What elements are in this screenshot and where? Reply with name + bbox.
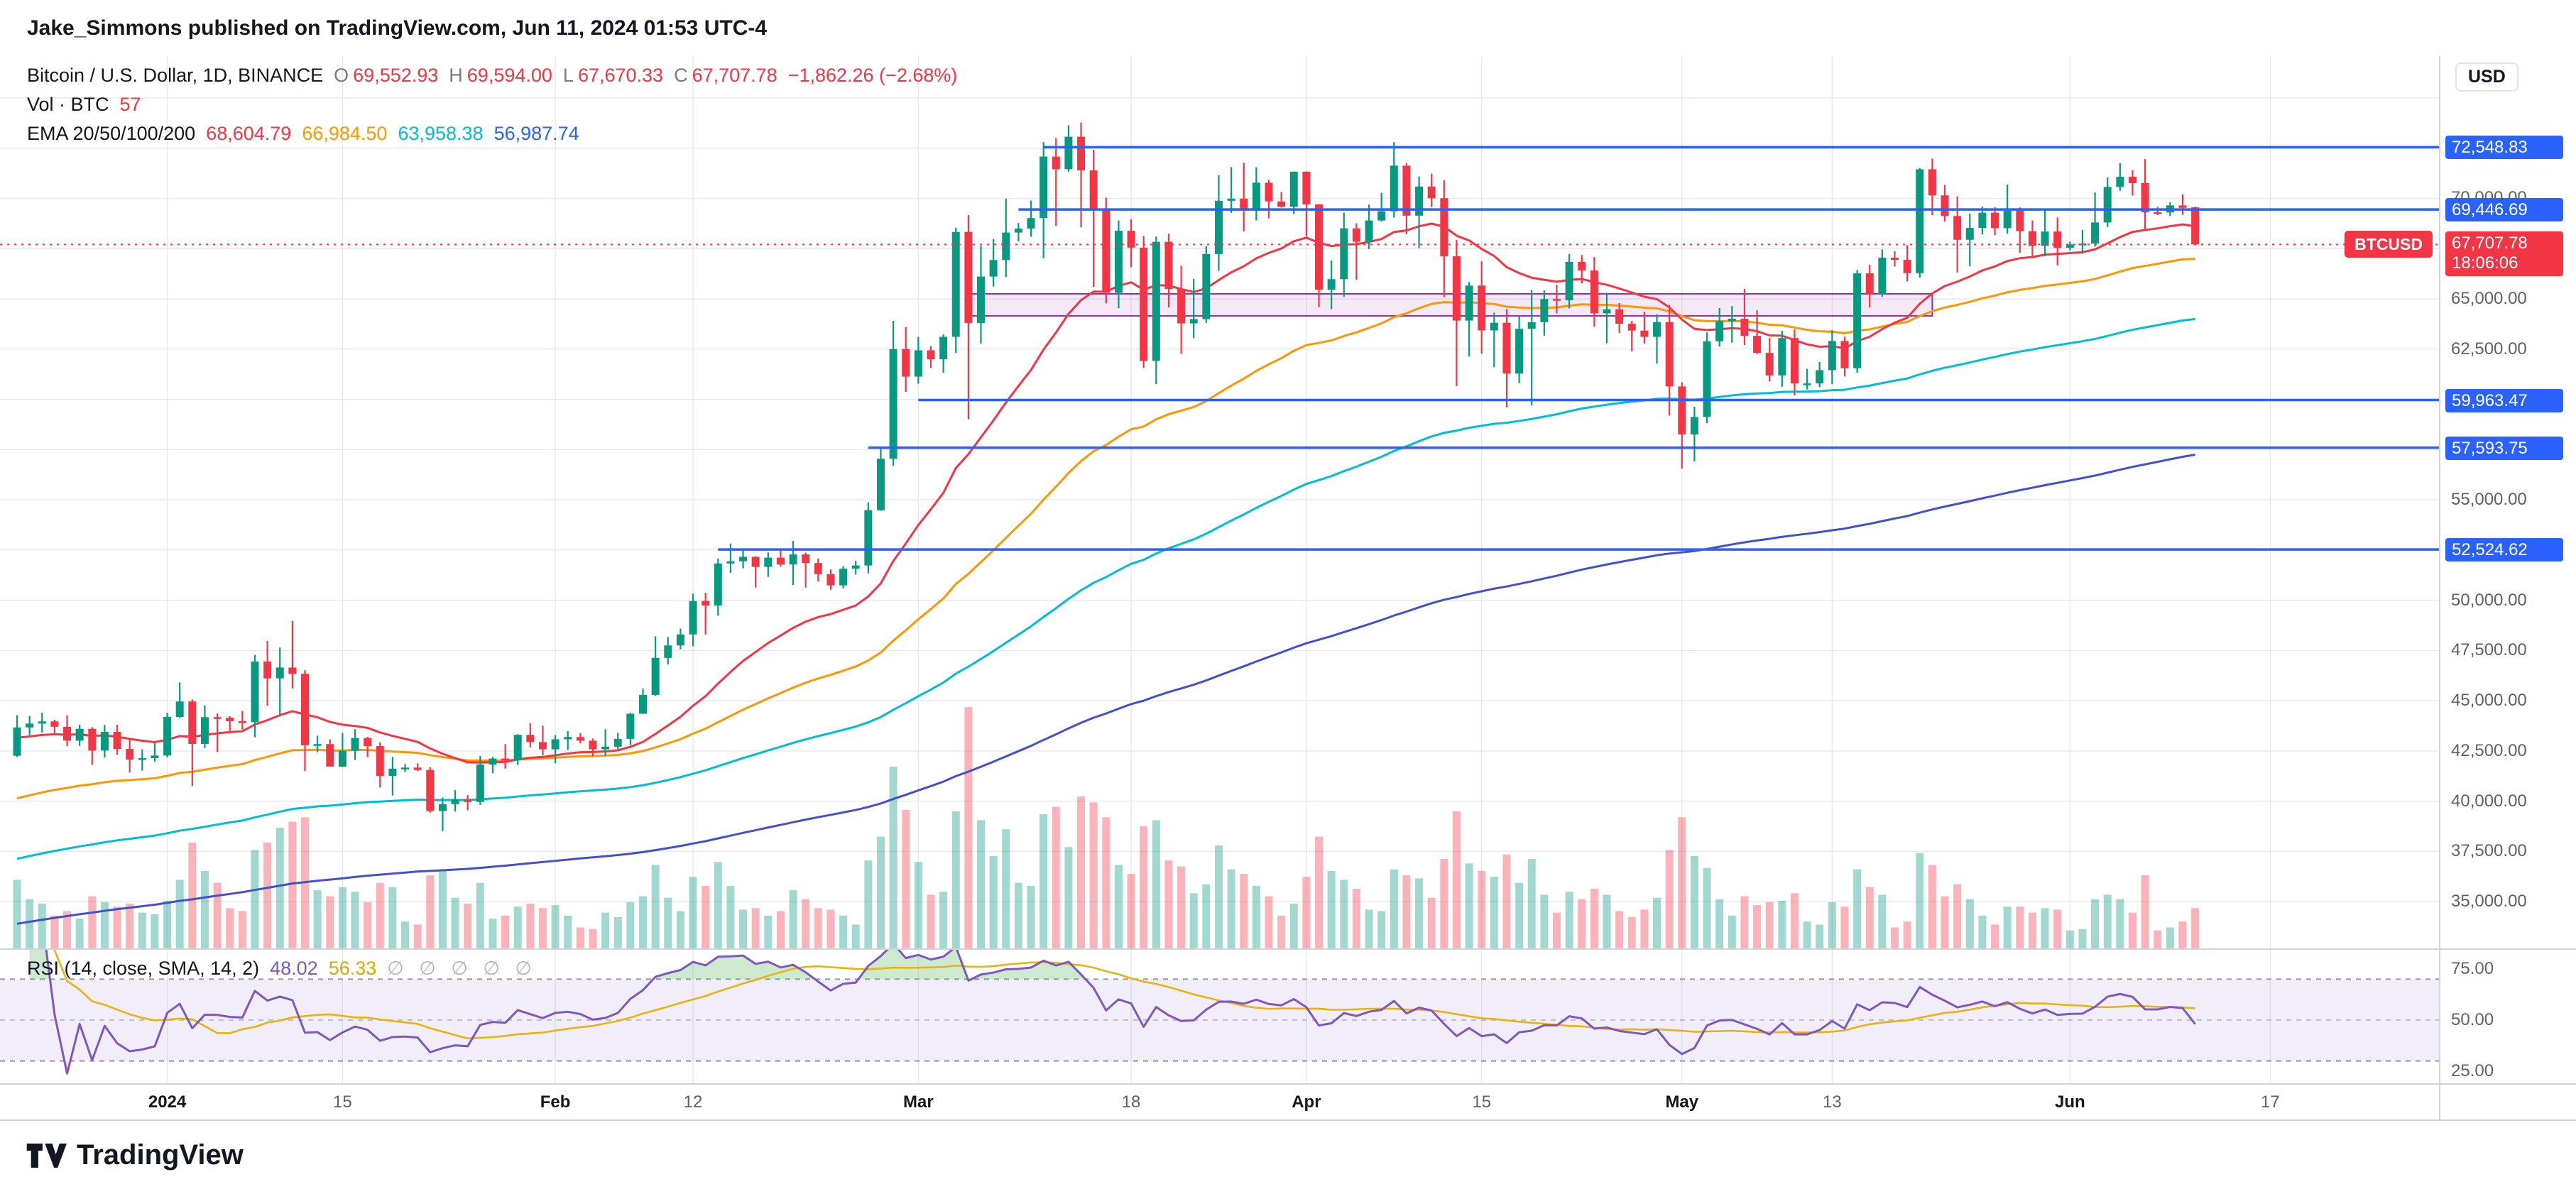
symbol-price-tag: BTCUSD	[2345, 231, 2433, 258]
time-tick-label: Apr	[1292, 1092, 1321, 1112]
rsi-legend-row[interactable]: RSI (14, close, SMA, 14, 2) 48.02 56.33 …	[27, 954, 532, 983]
close-value: 67,707.78	[692, 65, 777, 86]
time-tick-label: 15	[1472, 1092, 1492, 1112]
time-tick-label: Feb	[540, 1092, 571, 1112]
price-label: 50,000.00	[2451, 590, 2527, 610]
time-tick-label: 2024	[148, 1092, 187, 1112]
price-label: 65,000.00	[2451, 289, 2527, 308]
ohlc-high: H 69,594.00	[449, 65, 552, 87]
ray-price-label: 69,446.69	[2445, 198, 2563, 222]
low-label: L	[562, 65, 574, 86]
low-value: 67,670.33	[577, 65, 664, 86]
ema-legend-row[interactable]: EMA 20/50/100/200 68,604.79 66,984.50 63…	[27, 119, 957, 148]
ray-price-label: 59,963.47	[2445, 388, 2563, 412]
time-tick-label: 12	[683, 1092, 703, 1112]
ema-label: EMA 20/50/100/200	[27, 123, 196, 144]
rsi-empty-values: ∅ ∅ ∅ ∅ ∅	[387, 958, 532, 979]
open-value: 69,552.93	[353, 65, 439, 86]
tradingview-wordmark: TradingView	[77, 1139, 244, 1171]
tradingview-mark-icon	[26, 1143, 67, 1168]
price-label: 62,500.00	[2451, 339, 2527, 358]
time-tick-label: 17	[2261, 1092, 2280, 1112]
price-label: 45,000.00	[2451, 691, 2527, 711]
volume-label: Vol · BTC	[27, 94, 109, 115]
price-label: 55,000.00	[2451, 490, 2527, 510]
time-tick-label: Mar	[903, 1092, 934, 1112]
price-label: 35,000.00	[2451, 892, 2527, 911]
price-label: 40,000.00	[2451, 791, 2527, 811]
price-label: 47,500.00	[2451, 640, 2527, 660]
rsi-value: 48.02	[270, 958, 318, 979]
rsi-legend: RSI (14, close, SMA, 14, 2) 48.02 56.33 …	[27, 954, 532, 983]
last-price-label: 67,707.78 18:06:06	[2445, 231, 2563, 277]
ohlc-close: C 67,707.78	[674, 65, 777, 87]
volume-legend-row[interactable]: Vol · BTC 57	[27, 90, 957, 119]
time-tick-label: May	[1665, 1092, 1699, 1112]
time-tick-label: 15	[333, 1092, 352, 1112]
rsi-level-label: 25.00	[2451, 1061, 2494, 1080]
last-price-value: 67,707.78	[2452, 234, 2528, 253]
volume-value: 57	[119, 94, 141, 115]
bar-countdown: 18:06:06	[2452, 253, 2518, 273]
rsi-label: RSI (14, close, SMA, 14, 2)	[27, 958, 260, 979]
change-value: −1,862.26 (−2.68%)	[787, 65, 958, 86]
time-tick-label: 13	[1822, 1092, 1842, 1112]
time-tick-label: Jun	[2054, 1092, 2085, 1112]
ema200-value: 56,987.74	[493, 123, 579, 144]
ohlc-low: L 67,670.33	[563, 65, 663, 87]
ema20-value: 68,604.79	[206, 123, 292, 144]
open-label: O	[334, 65, 349, 86]
publish-header-text: Jake_Simmons published on TradingView.co…	[27, 16, 768, 40]
high-label: H	[449, 65, 463, 86]
ray-price-label: 52,524.62	[2445, 538, 2563, 562]
close-label: C	[674, 65, 688, 86]
footer: TradingView	[0, 1122, 2576, 1189]
ray-price-label: 72,548.83	[2445, 136, 2563, 160]
price-label: 37,500.00	[2451, 841, 2527, 861]
high-value: 69,594.00	[466, 65, 552, 86]
ray-price-label: 57,593.75	[2445, 436, 2563, 460]
price-label: 42,500.00	[2451, 740, 2527, 760]
publish-header: Jake_Simmons published on TradingView.co…	[0, 0, 2576, 56]
ohlc-open: O 69,552.93	[334, 65, 438, 87]
time-tick-label: 18	[1121, 1092, 1141, 1112]
tradingview-logo[interactable]: TradingView	[26, 1139, 244, 1171]
chart-legend: Bitcoin / U.S. Dollar, 1D, BINANCE O 69,…	[27, 61, 957, 148]
symbol-title: Bitcoin / U.S. Dollar, 1D, BINANCE	[27, 65, 324, 86]
rsi-ma-value: 56.33	[328, 958, 377, 979]
rsi-level-label: 75.00	[2451, 959, 2494, 978]
rsi-level-label: 50.00	[2451, 1010, 2494, 1029]
currency-toggle-usd[interactable]: USD	[2455, 62, 2518, 92]
symbol-legend-row[interactable]: Bitcoin / U.S. Dollar, 1D, BINANCE O 69,…	[27, 61, 957, 90]
ema100-value: 63,958.38	[398, 123, 484, 144]
ema50-value: 66,984.50	[302, 123, 388, 144]
